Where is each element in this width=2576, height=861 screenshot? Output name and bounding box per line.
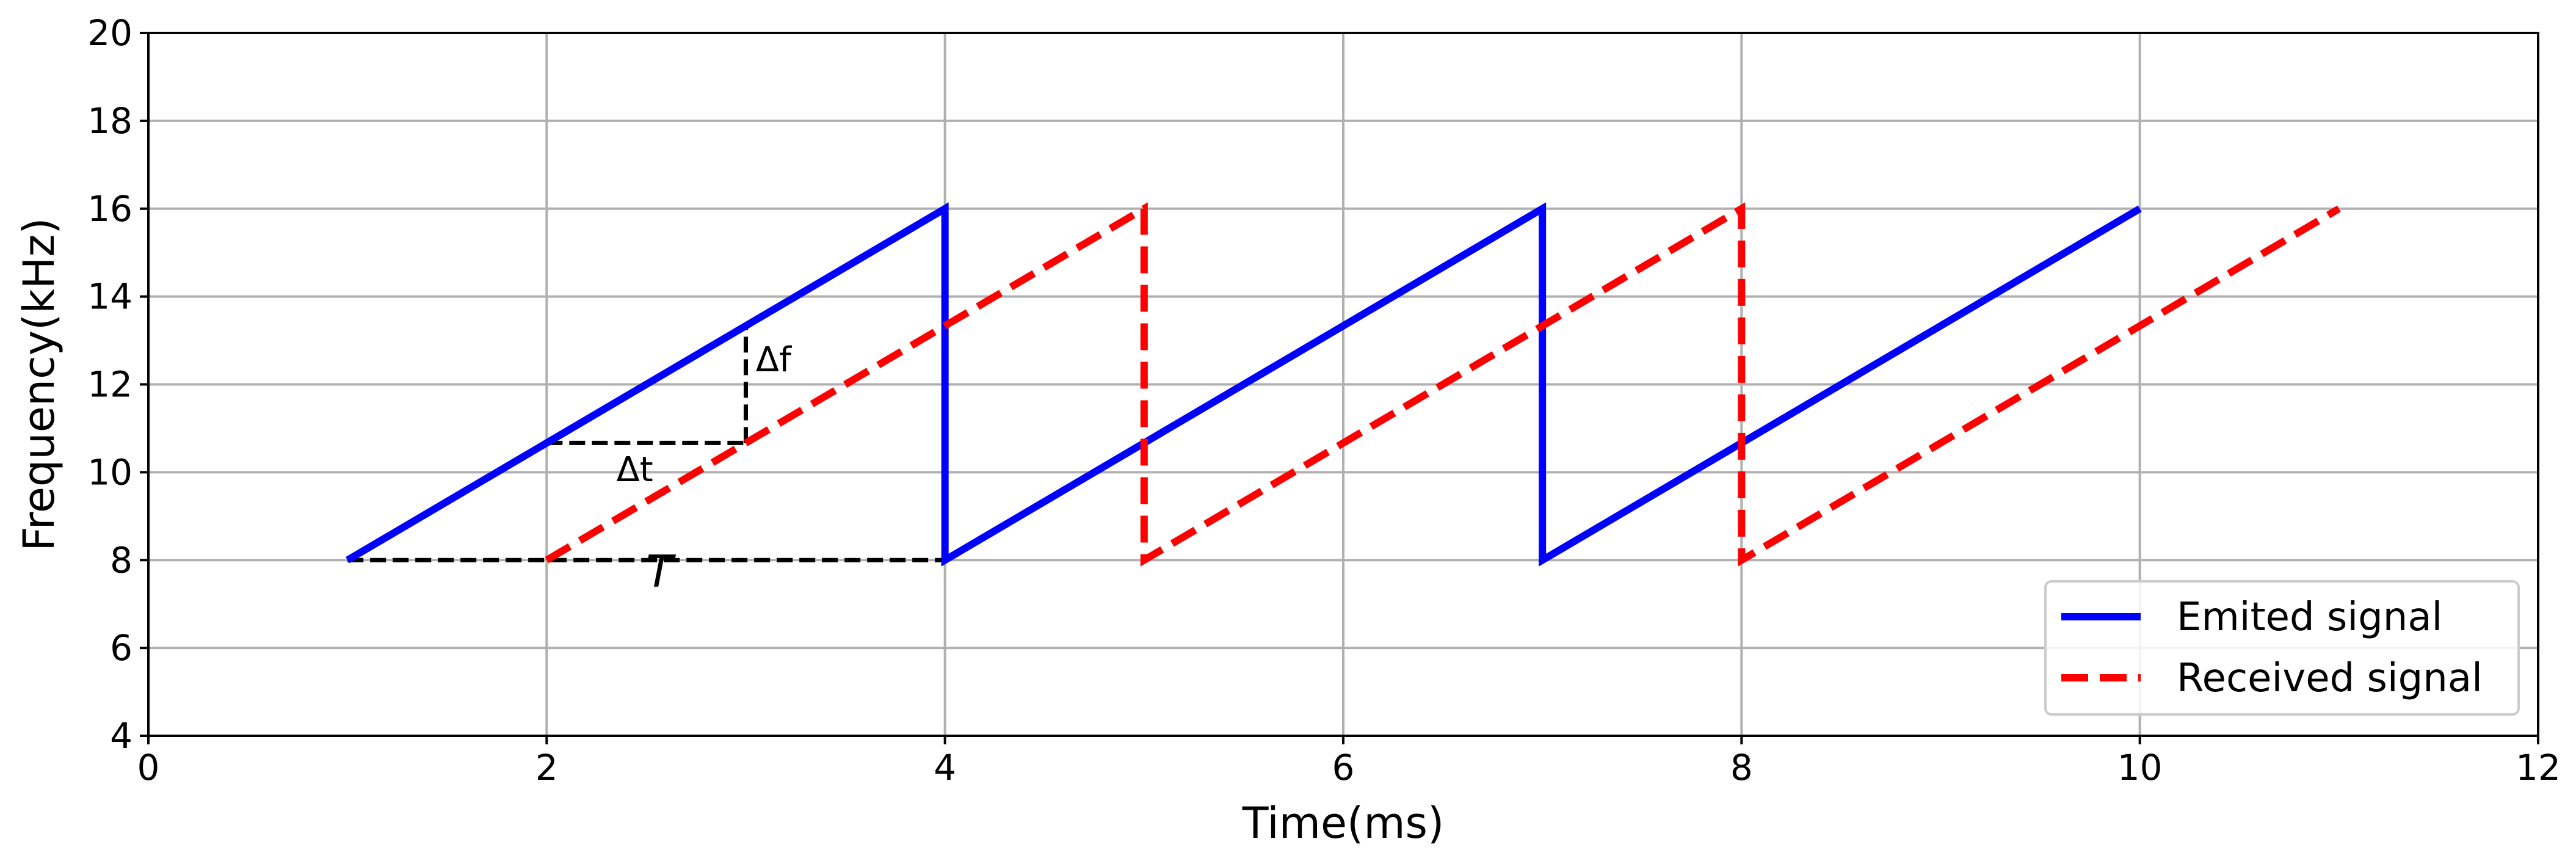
x-tick-label: 2 <box>535 747 558 788</box>
x-tick-label: 12 <box>2516 747 2561 788</box>
y-tick-label: 16 <box>87 188 132 230</box>
annotation-2: T <box>646 545 676 597</box>
axis-ticks: 0 2 4 6 8 10 12 4 6 8 10 12 14 16 18 20 <box>87 12 2561 788</box>
series-line-0 <box>346 202 2142 567</box>
y-tick-label: 12 <box>87 364 132 405</box>
y-tick-label: 6 <box>110 627 132 669</box>
legend-label-received: Received signal <box>2177 656 2483 701</box>
y-tick-label: 4 <box>110 715 132 757</box>
x-axis-label: Time(ms) <box>1242 798 1445 848</box>
series-line-1 <box>545 202 2341 567</box>
y-tick-label: 14 <box>87 276 132 318</box>
series-layer <box>346 202 2341 567</box>
x-tick-label: 0 <box>137 747 160 788</box>
annotations: Δf Δt T <box>616 340 792 597</box>
y-tick-label: 8 <box>110 539 132 581</box>
y-tick-label: 18 <box>87 100 132 142</box>
y-axis-label: Frequency(kHz) <box>14 217 64 551</box>
legend-box <box>2044 580 2520 716</box>
legend: Emited signal Received signal <box>2044 580 2520 716</box>
legend-label-emited: Emited signal <box>2177 595 2442 640</box>
guide-lines <box>347 325 945 562</box>
y-tick-label: 20 <box>87 12 132 54</box>
x-tick-label: 10 <box>2117 747 2163 788</box>
annotation-1: Δt <box>616 450 653 490</box>
x-tick-label: 4 <box>934 747 956 788</box>
x-tick-label: 6 <box>1332 747 1355 788</box>
y-tick-label: 10 <box>87 451 132 493</box>
annotation-0: Δf <box>756 340 792 380</box>
x-tick-label: 8 <box>1730 747 1753 788</box>
